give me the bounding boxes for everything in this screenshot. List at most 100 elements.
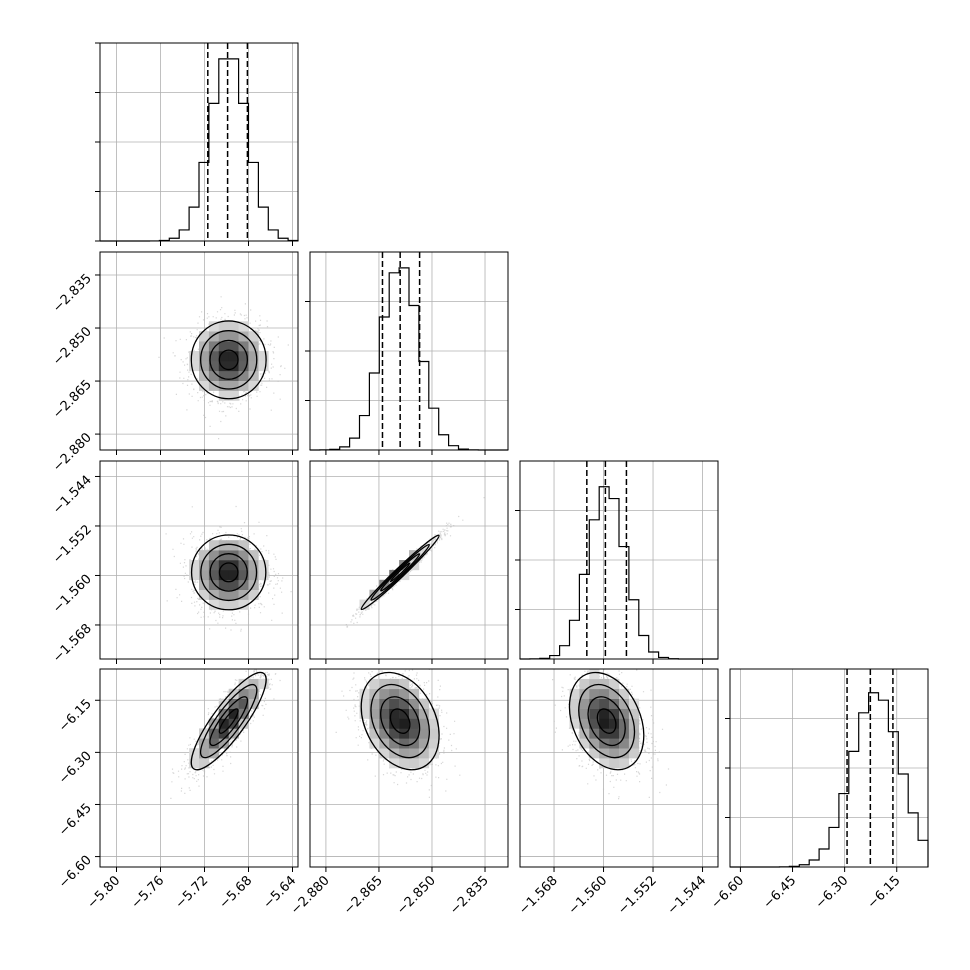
density-block bbox=[238, 599, 249, 610]
density-block bbox=[208, 728, 220, 739]
density-block bbox=[228, 321, 239, 332]
x-tick-label: −5.76 bbox=[129, 873, 168, 912]
density-area bbox=[552, 669, 670, 800]
x-tick-label: −5.72 bbox=[173, 873, 212, 912]
density-block bbox=[428, 728, 439, 739]
density-block bbox=[248, 380, 259, 391]
axes-frame bbox=[309, 668, 509, 868]
axes-frame bbox=[309, 460, 509, 660]
density-block bbox=[599, 748, 610, 759]
density-area bbox=[158, 296, 289, 440]
density-block bbox=[258, 351, 269, 362]
density-block bbox=[218, 718, 229, 729]
scatter-panel-3-1: −2.880 −2.865 −2.850 −2.835 bbox=[288, 668, 509, 918]
density-block bbox=[389, 708, 400, 719]
density-block bbox=[208, 360, 220, 372]
x-tick-label: −2.865 bbox=[341, 873, 386, 918]
density-block bbox=[248, 550, 259, 561]
contour-line bbox=[370, 683, 430, 759]
density-block bbox=[228, 718, 239, 729]
density-block bbox=[359, 698, 370, 709]
density-block bbox=[238, 688, 249, 699]
density-block bbox=[579, 698, 590, 709]
density-block bbox=[238, 351, 249, 362]
scatter-panel-1-0: −2.880 −2.865 −2.850 −2.835 bbox=[50, 251, 299, 475]
density-block bbox=[389, 718, 400, 729]
density-block bbox=[569, 718, 580, 729]
density-block bbox=[189, 748, 200, 759]
density-block bbox=[238, 708, 249, 719]
density-block bbox=[218, 341, 229, 352]
density-block bbox=[389, 728, 400, 739]
density-block bbox=[248, 560, 259, 571]
contour-line bbox=[218, 562, 239, 583]
density-block bbox=[428, 738, 439, 749]
density-block bbox=[218, 331, 229, 342]
density-block bbox=[199, 550, 210, 561]
y-tick-label: −6.15 bbox=[56, 696, 95, 735]
density-block bbox=[199, 380, 210, 391]
density-block bbox=[628, 698, 640, 709]
contour-line bbox=[209, 696, 249, 747]
density-block bbox=[369, 708, 380, 719]
density-block bbox=[599, 708, 610, 719]
density-block bbox=[228, 390, 239, 401]
density-block bbox=[569, 698, 580, 709]
density-block bbox=[399, 748, 410, 759]
density-block bbox=[218, 380, 229, 391]
density-block bbox=[628, 738, 640, 749]
density-block bbox=[409, 738, 420, 749]
density-block bbox=[199, 360, 210, 372]
density-block bbox=[208, 550, 220, 561]
density-block bbox=[199, 728, 210, 739]
density-block bbox=[238, 718, 249, 729]
contour-line bbox=[200, 683, 258, 759]
density-block bbox=[628, 708, 640, 719]
density-block bbox=[228, 708, 239, 719]
axes-frame bbox=[99, 460, 299, 660]
x-tick-label: −5.68 bbox=[217, 873, 256, 912]
x-tick-label: −6.60 bbox=[708, 873, 747, 912]
histogram-panel-3: −6.60 −6.45 −6.30 −6.15 bbox=[708, 668, 929, 912]
density-block bbox=[599, 728, 610, 739]
density-block bbox=[218, 738, 229, 749]
density-block bbox=[238, 569, 249, 581]
density-block bbox=[418, 728, 430, 739]
y-tick-label: −2.865 bbox=[50, 377, 95, 422]
density-block bbox=[208, 341, 220, 352]
density-block bbox=[238, 698, 249, 709]
density-block bbox=[399, 708, 410, 719]
density-block bbox=[379, 678, 390, 690]
density-block bbox=[369, 738, 380, 749]
density-block bbox=[609, 738, 620, 749]
density-block bbox=[409, 708, 420, 719]
contour-line bbox=[596, 708, 617, 734]
axes-frame bbox=[519, 668, 719, 868]
density-block bbox=[609, 678, 620, 690]
density-block bbox=[199, 589, 210, 600]
density-block bbox=[399, 678, 410, 690]
density-block bbox=[199, 351, 210, 362]
density-block bbox=[369, 728, 380, 739]
density-block bbox=[599, 678, 610, 690]
y-tick-label: −1.552 bbox=[50, 522, 95, 567]
scatter-panel-3-2: −1.568 −1.560 −1.552 −1.544 bbox=[516, 668, 719, 918]
density-block bbox=[609, 688, 620, 699]
y-tick-label: −1.560 bbox=[50, 572, 95, 617]
density-block bbox=[619, 748, 630, 759]
density-block bbox=[258, 678, 269, 690]
density-block bbox=[208, 579, 220, 590]
density-block bbox=[248, 569, 259, 581]
density-block bbox=[619, 738, 630, 749]
density-block bbox=[418, 698, 430, 709]
density-block bbox=[359, 599, 370, 610]
density-block bbox=[218, 321, 229, 332]
density-block bbox=[199, 738, 210, 749]
density-block bbox=[208, 718, 220, 729]
density-block bbox=[238, 678, 249, 690]
density-block bbox=[208, 589, 220, 600]
axes-frame bbox=[99, 668, 299, 868]
x-tick-label: −6.15 bbox=[865, 873, 904, 912]
density-block bbox=[599, 688, 610, 699]
